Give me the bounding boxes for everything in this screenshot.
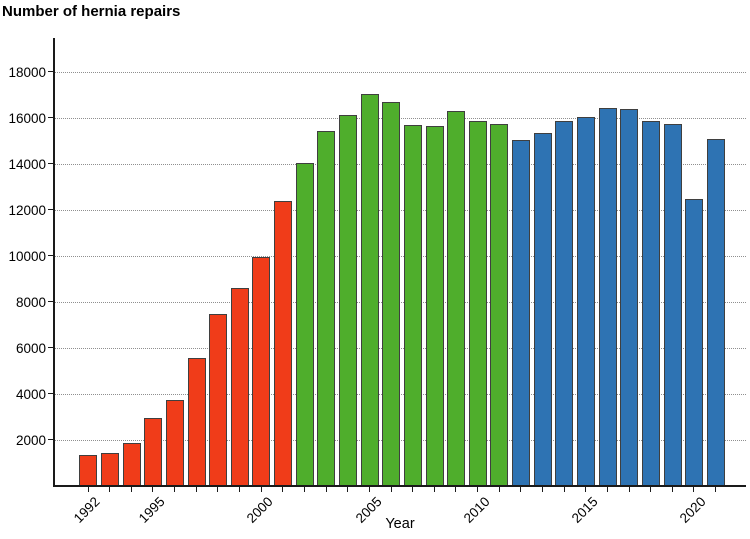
x-tick-1997 xyxy=(195,486,197,492)
x-tick-2007 xyxy=(412,486,414,492)
bar-2005 xyxy=(360,93,379,486)
y-tick-6000 xyxy=(48,347,54,349)
bar-2002 xyxy=(295,162,314,486)
x-tick-2004 xyxy=(347,486,349,492)
y-tick-label-10000: 10000 xyxy=(8,248,46,264)
x-tick-2019 xyxy=(671,486,673,492)
x-tick-2006 xyxy=(390,486,392,492)
bar-1993 xyxy=(100,452,119,486)
y-tick-label-8000: 8000 xyxy=(15,294,46,310)
y-tick-label-4000: 4000 xyxy=(15,386,46,402)
y-tick-label-6000: 6000 xyxy=(15,340,46,356)
bar-2010 xyxy=(468,121,487,486)
bar-2008 xyxy=(425,126,444,486)
x-tick-2009 xyxy=(455,486,457,492)
bar-2000 xyxy=(252,257,271,486)
x-axis-line xyxy=(53,485,746,487)
x-tick-label-1995: 1995 xyxy=(135,494,168,526)
bar-2020 xyxy=(685,198,704,486)
chart-title: Number of hernia repairs xyxy=(2,3,181,20)
x-tick-1993 xyxy=(109,486,111,492)
x-tick-2003 xyxy=(325,486,327,492)
bar-2018 xyxy=(641,121,660,486)
x-tick-1992 xyxy=(87,486,89,492)
x-tick-2015 xyxy=(585,486,587,492)
y-tick-10000 xyxy=(48,255,54,257)
bar-1995 xyxy=(144,418,163,486)
x-tick-1995 xyxy=(152,486,154,492)
y-tick-4000 xyxy=(48,393,54,395)
y-tick-8000 xyxy=(48,301,54,303)
x-axis-title: Year xyxy=(385,516,415,532)
bar-2011 xyxy=(490,123,509,486)
bar-2013 xyxy=(533,132,552,486)
bar-1994 xyxy=(122,443,141,486)
x-tick-2010 xyxy=(477,486,479,492)
x-tick-1998 xyxy=(217,486,219,492)
x-tick-2001 xyxy=(282,486,284,492)
y-tick-2000 xyxy=(48,439,54,441)
x-tick-label-2020: 2020 xyxy=(676,494,709,526)
x-tick-2021 xyxy=(715,486,717,492)
x-tick-label-2015: 2015 xyxy=(568,494,601,526)
y-axis-line xyxy=(53,38,55,486)
bar-1998 xyxy=(209,313,228,486)
x-tick-label-2010: 2010 xyxy=(460,494,493,526)
bar-2003 xyxy=(317,130,336,486)
bar-2014 xyxy=(555,121,574,486)
bar-1999 xyxy=(230,288,249,486)
x-tick-2011 xyxy=(498,486,500,492)
bar-2012 xyxy=(512,139,531,486)
x-tick-1994 xyxy=(130,486,132,492)
bar-1997 xyxy=(187,358,206,486)
x-tick-2018 xyxy=(650,486,652,492)
x-tick-2020 xyxy=(693,486,695,492)
x-tick-2014 xyxy=(563,486,565,492)
x-tick-1999 xyxy=(239,486,241,492)
y-tick-14000 xyxy=(48,163,54,165)
bar-2021 xyxy=(706,138,725,486)
x-tick-label-2000: 2000 xyxy=(244,494,277,526)
x-tick-2005 xyxy=(368,486,370,492)
bar-2001 xyxy=(274,200,293,486)
x-tick-2012 xyxy=(520,486,522,492)
x-tick-1996 xyxy=(174,486,176,492)
y-tick-label-18000: 18000 xyxy=(8,64,46,80)
bar-2007 xyxy=(403,124,422,486)
x-tick-2013 xyxy=(541,486,543,492)
x-tick-2008 xyxy=(433,486,435,492)
bar-2015 xyxy=(577,116,596,486)
x-tick-2002 xyxy=(303,486,305,492)
y-tick-label-2000: 2000 xyxy=(15,432,46,448)
x-tick-2016 xyxy=(606,486,608,492)
y-tick-16000 xyxy=(48,117,54,119)
bar-2006 xyxy=(382,101,401,486)
y-tick-12000 xyxy=(48,209,54,211)
x-tick-label-1992: 1992 xyxy=(71,494,103,526)
y-tick-label-14000: 14000 xyxy=(8,156,46,172)
bar-1992 xyxy=(79,454,98,486)
x-tick-2000 xyxy=(260,486,262,492)
y-tick-label-12000: 12000 xyxy=(8,202,46,218)
y-tick-label-16000: 16000 xyxy=(8,110,46,126)
bar-2017 xyxy=(620,108,639,486)
bar-1996 xyxy=(165,399,184,486)
gridline-18000 xyxy=(53,71,746,73)
bar-2016 xyxy=(598,107,617,486)
x-tick-2017 xyxy=(628,486,630,492)
bar-2009 xyxy=(447,111,466,486)
bar-2004 xyxy=(338,114,357,486)
y-tick-18000 xyxy=(48,71,54,73)
bar-2019 xyxy=(663,123,682,486)
